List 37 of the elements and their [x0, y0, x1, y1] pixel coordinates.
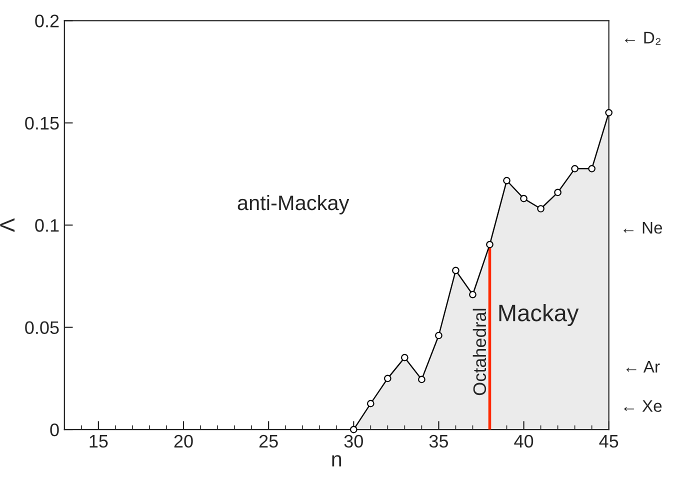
x-tick-label: 40 — [514, 434, 534, 448]
text: ← D₂ — [625, 32, 661, 45]
x-tick-label: 15 — [90, 435, 108, 448]
point — [469, 290, 476, 298]
x-tick-label: 45 — [599, 435, 618, 448]
ref-line-label: Octahedral — [472, 308, 486, 396]
point — [486, 240, 494, 248]
x-tick-label: 20 — [174, 434, 193, 448]
point — [435, 332, 442, 340]
y-tick-label: 0.2 — [35, 14, 59, 28]
point — [418, 376, 426, 384]
x-axis-title: n — [332, 455, 342, 466]
point — [605, 108, 613, 116]
x-tick-label: 25 — [259, 434, 278, 448]
point — [384, 374, 392, 382]
y-tick-label: 0.05 — [25, 321, 59, 334]
text: ← Ne — [624, 222, 662, 234]
annotation: Mackay — [499, 304, 579, 326]
point — [366, 400, 374, 408]
point — [503, 176, 510, 184]
point — [350, 426, 358, 434]
y-tick-label: 0.1 — [35, 219, 59, 232]
text: ← Ar — [626, 361, 660, 373]
point — [571, 165, 578, 172]
point — [452, 266, 460, 274]
x-tick-label: 35 — [429, 434, 448, 448]
text: ← Xe — [624, 400, 662, 412]
y-tick-label: 0 — [50, 423, 59, 436]
y-axis-title: Λ — [0, 218, 15, 232]
point — [554, 188, 562, 196]
point — [520, 194, 528, 202]
point — [588, 165, 596, 172]
annotation: anti-Mackay — [238, 194, 350, 214]
x-tick-label: 30 — [344, 434, 363, 448]
y-tick-label: 0.15 — [25, 116, 59, 130]
point — [401, 354, 408, 362]
point — [537, 205, 544, 212]
